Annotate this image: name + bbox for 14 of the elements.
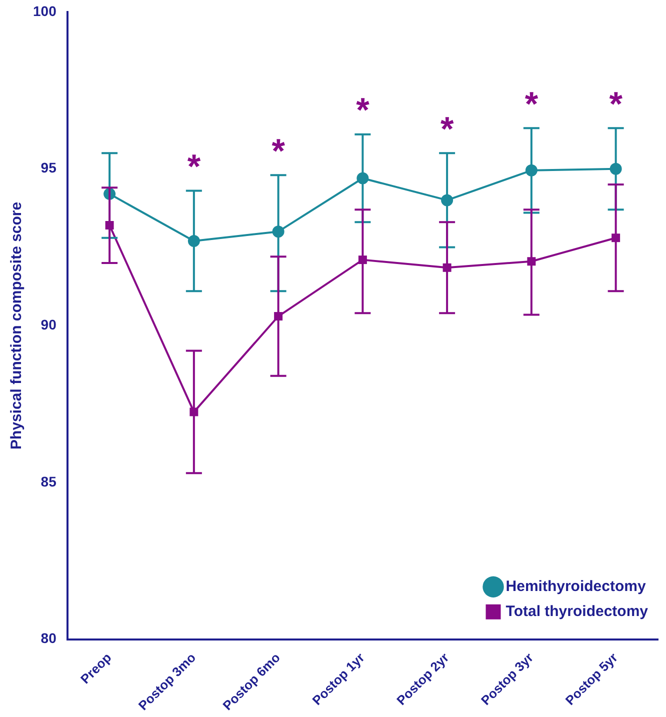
annotation: * [609, 85, 624, 124]
annotation: * [187, 148, 202, 186]
annotation: * [524, 85, 539, 124]
y-axis-title: Physical function composite score [8, 202, 26, 450]
y-tick-label: 90 [40, 316, 57, 333]
y-tick-label: 100 [33, 2, 57, 19]
annotation: * [356, 92, 370, 130]
annotation: * [272, 132, 286, 170]
legend-label: Hemithyroidectomy [506, 578, 646, 596]
y-tick-label: 95 [40, 160, 57, 176]
y-tick-label: 85 [40, 473, 57, 490]
y-tick-label: 80 [40, 630, 57, 646]
legend-label: Total thyroidectomy [506, 603, 649, 620]
annotation: * [440, 110, 454, 149]
